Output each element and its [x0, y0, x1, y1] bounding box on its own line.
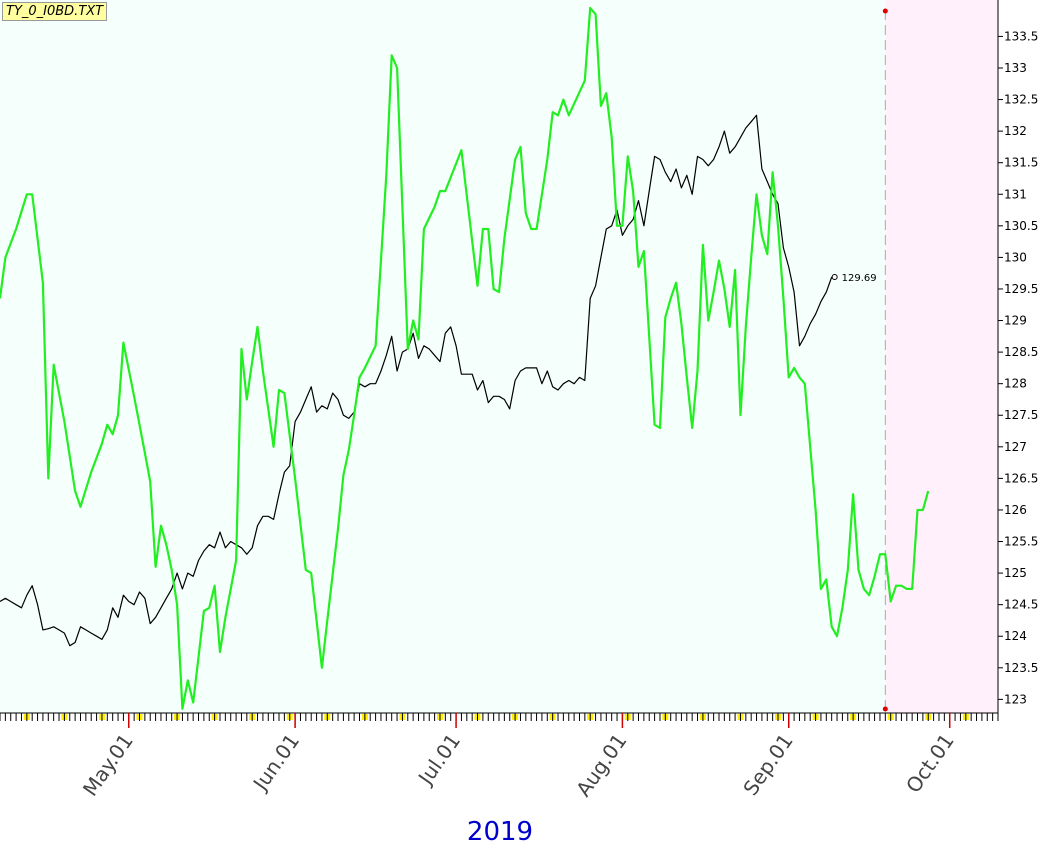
x-month-label: Sep.01	[738, 729, 798, 800]
y-tick-label: 133.5	[1004, 29, 1038, 43]
y-tick-label: 128.5	[1004, 345, 1038, 359]
x-month-label: Aug.01	[571, 729, 631, 801]
y-tick-label: 129.5	[1004, 282, 1038, 296]
y-tick-label: 131	[1004, 187, 1027, 201]
y-tick-label: 123.5	[1004, 661, 1038, 675]
y-axis: 123 123.5 124 124.5 125 125.5 126 126.5 127 127.5…	[997, 0, 1038, 714]
y-tick-label: 126.5	[1004, 471, 1038, 485]
y-tick-label: 131.5	[1004, 156, 1038, 170]
y-tick-label: 132.5	[1004, 93, 1038, 107]
plot-background	[0, 0, 885, 713]
x-month-label: May.01	[78, 729, 138, 800]
y-tick-label: 133	[1004, 61, 1027, 75]
price-line	[0, 114, 833, 647]
x-month-label: Oct.01	[901, 729, 959, 797]
y-tick-label: 128	[1004, 377, 1027, 391]
last-value-marker	[831, 273, 838, 280]
y-tick-label: 130.5	[1004, 219, 1038, 233]
year-label: 2019	[467, 817, 533, 847]
forecast-zone-background	[885, 0, 998, 713]
x-axis: May.01 Jun.01 Jul.01 Aug.01 Sep.01 Oct.01	[0, 712, 999, 801]
y-tick-label: 124.5	[1004, 598, 1038, 612]
y-tick-label: 130	[1004, 250, 1027, 264]
forecast-marker-bottom	[882, 706, 888, 712]
chart-title: TY_0_I0BD.TXT	[2, 2, 108, 21]
x-month-label: Jul.01	[412, 729, 465, 790]
forecast-marker-top	[882, 8, 888, 14]
last-value-label: 129.69	[842, 273, 877, 284]
y-tick-label: 124	[1004, 629, 1027, 643]
y-tick-label: 129	[1004, 314, 1027, 328]
y-tick-label: 125.5	[1004, 535, 1038, 549]
y-tick-label: 125	[1004, 566, 1027, 580]
x-month-label: Jun.01	[247, 729, 304, 796]
forecast-line	[0, 6, 930, 710]
y-tick-label: 127	[1004, 440, 1027, 454]
y-tick-label: 127.5	[1004, 408, 1038, 422]
y-tick-label: 126	[1004, 503, 1027, 517]
y-tick-label: 123	[1004, 692, 1027, 706]
y-tick-label: 132	[1004, 124, 1027, 138]
